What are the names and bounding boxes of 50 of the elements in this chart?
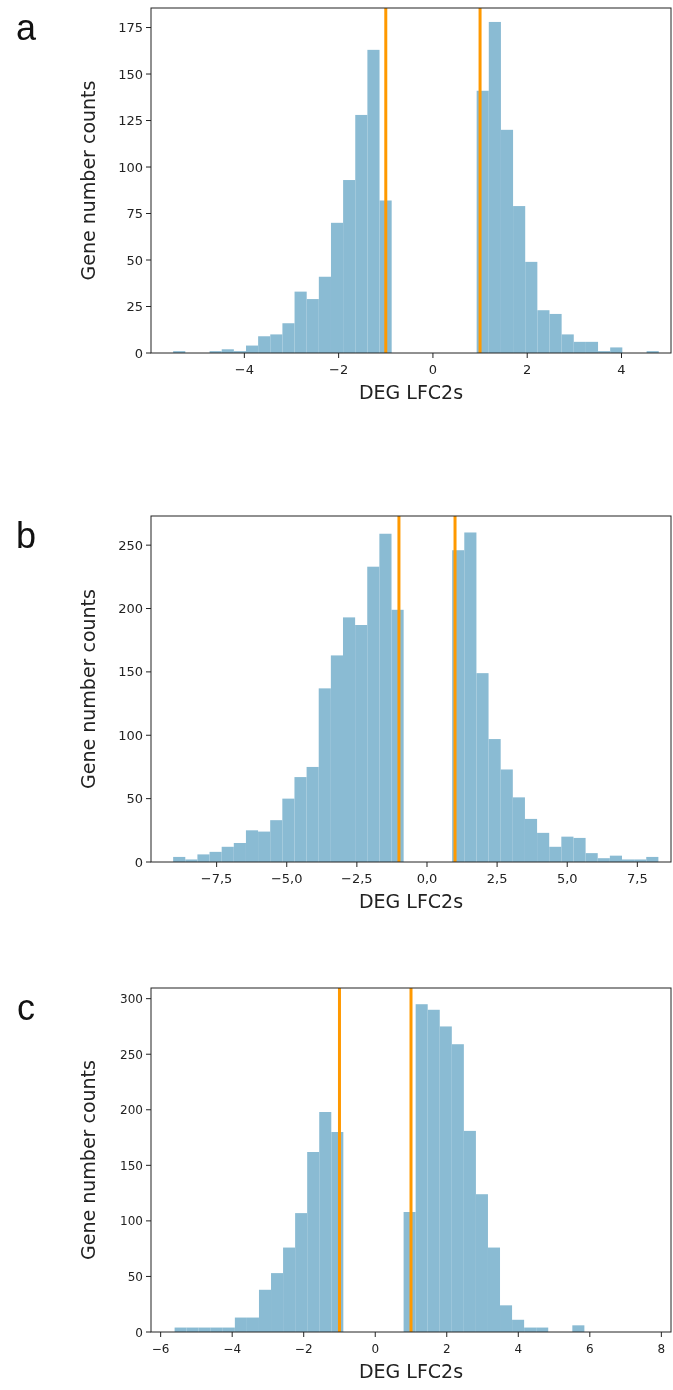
x-tick-label: 8 <box>657 1342 666 1356</box>
y-tick-label: 0 <box>134 345 143 361</box>
x-tick-label: 5,0 <box>556 871 578 886</box>
x-tick-label: −2 <box>294 1342 313 1356</box>
y-tick-label: 50 <box>126 252 143 268</box>
x-tick-label: −2,5 <box>341 871 373 886</box>
x-axis-title: DEG LFC2s <box>358 1360 464 1382</box>
x-tick-label: −5,0 <box>270 871 303 886</box>
x-tick-label: 6 <box>586 1342 594 1356</box>
y-tick-label: 150 <box>118 66 143 82</box>
chart-title: a <box>15 7 37 48</box>
y-axis-title: Gene number counts <box>77 80 99 281</box>
y-axis-title: Gene number counts <box>77 1060 99 1260</box>
x-tick-label: −7,5 <box>200 871 233 886</box>
y-tick-label: 200 <box>118 601 143 617</box>
x-tick-label: 2 <box>442 1342 451 1356</box>
y-tick-label: 0 <box>134 854 143 870</box>
x-tick-label: 4 <box>617 362 626 377</box>
y-tick-label: 50 <box>126 791 143 807</box>
y-tick-label: 100 <box>118 159 143 175</box>
y-axis-title: Gene number counts <box>77 589 99 789</box>
x-tick-label: 0 <box>371 1342 380 1356</box>
x-tick-label: 0 <box>428 362 438 377</box>
x-tick-label: 2,5 <box>486 871 508 886</box>
y-tick-label: 0 <box>135 1325 143 1340</box>
x-tick-label: 0,0 <box>416 871 438 886</box>
y-tick-label: 250 <box>118 537 143 553</box>
x-axis-title: DEG LFC2s <box>358 890 464 912</box>
y-tick-label: 75 <box>126 206 143 222</box>
y-tick-label: 250 <box>120 1047 143 1062</box>
x-tick-label: 2 <box>523 362 532 377</box>
y-tick-label: 50 <box>127 1269 143 1284</box>
x-axis-title: DEG LFC2s <box>358 381 464 403</box>
chart-title: c <box>17 987 35 1028</box>
x-tick-label: −6 <box>151 1342 170 1356</box>
chart-title: b <box>15 515 37 556</box>
x-tick-label: −4 <box>223 1342 242 1356</box>
y-tick-label: 150 <box>120 1158 143 1173</box>
y-tick-label: 300 <box>120 992 143 1007</box>
y-tick-label: 150 <box>118 664 143 680</box>
y-tick-label: 125 <box>118 113 143 129</box>
y-tick-label: 100 <box>120 1214 143 1229</box>
y-tick-label: 100 <box>118 727 143 743</box>
x-tick-label: 7,5 <box>627 871 648 886</box>
x-tick-label: −2 <box>329 362 349 377</box>
y-tick-label: 200 <box>120 1103 143 1118</box>
x-tick-label: 4 <box>514 1342 523 1356</box>
y-tick-label: 175 <box>118 20 143 36</box>
y-tick-label: 25 <box>126 299 143 314</box>
x-tick-label: −4 <box>234 362 254 377</box>
